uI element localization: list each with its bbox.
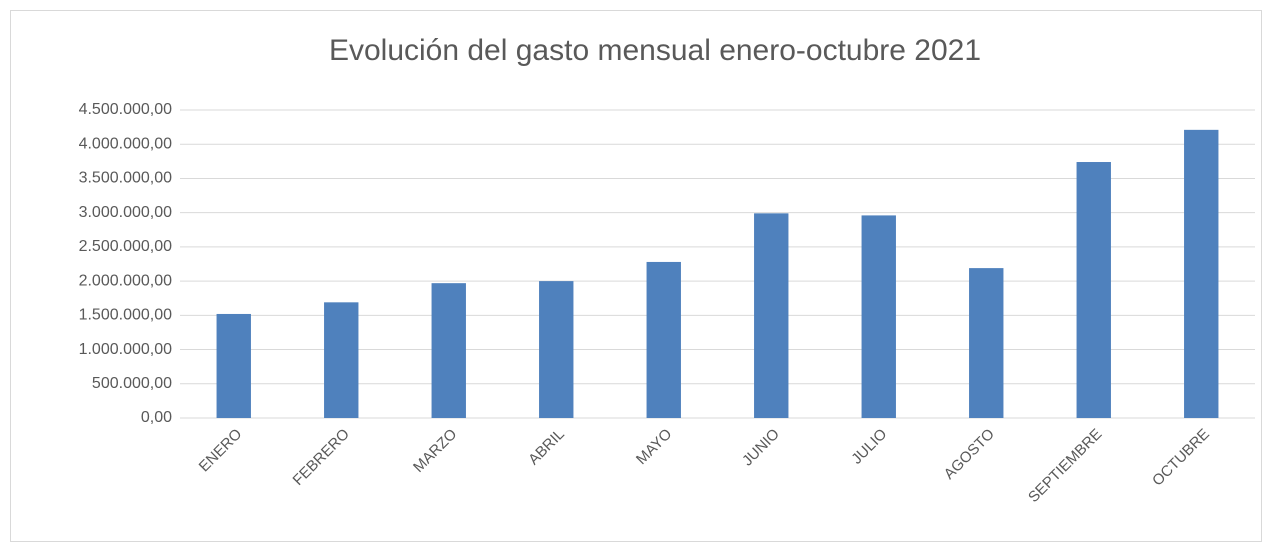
y-tick-label: 0,00 bbox=[141, 409, 172, 426]
bar bbox=[1076, 162, 1111, 418]
y-tick-label: 500.000,00 bbox=[92, 375, 172, 392]
y-tick-label: 4.500.000,00 bbox=[79, 101, 173, 118]
chart-border bbox=[10, 10, 1262, 542]
y-tick-label: 2.500.000,00 bbox=[79, 238, 173, 255]
y-tick-label: 4.000.000,00 bbox=[79, 135, 173, 152]
bar bbox=[754, 213, 789, 418]
bar bbox=[431, 283, 466, 418]
bar bbox=[861, 215, 896, 418]
bar bbox=[646, 261, 681, 418]
bar bbox=[1184, 129, 1219, 419]
bar bbox=[539, 281, 574, 418]
y-tick-label: 1.500.000,00 bbox=[79, 307, 173, 324]
bar bbox=[216, 313, 251, 418]
y-tick-label: 3.000.000,00 bbox=[79, 204, 173, 221]
bar bbox=[969, 268, 1004, 418]
y-tick-label: 2.000.000,00 bbox=[79, 272, 173, 289]
chart-title: Evolución del gasto mensual enero-octubr… bbox=[329, 34, 981, 67]
bar bbox=[324, 302, 359, 418]
y-tick-label: 1.000.000,00 bbox=[79, 341, 173, 358]
y-tick-label: 3.500.000,00 bbox=[79, 170, 173, 187]
